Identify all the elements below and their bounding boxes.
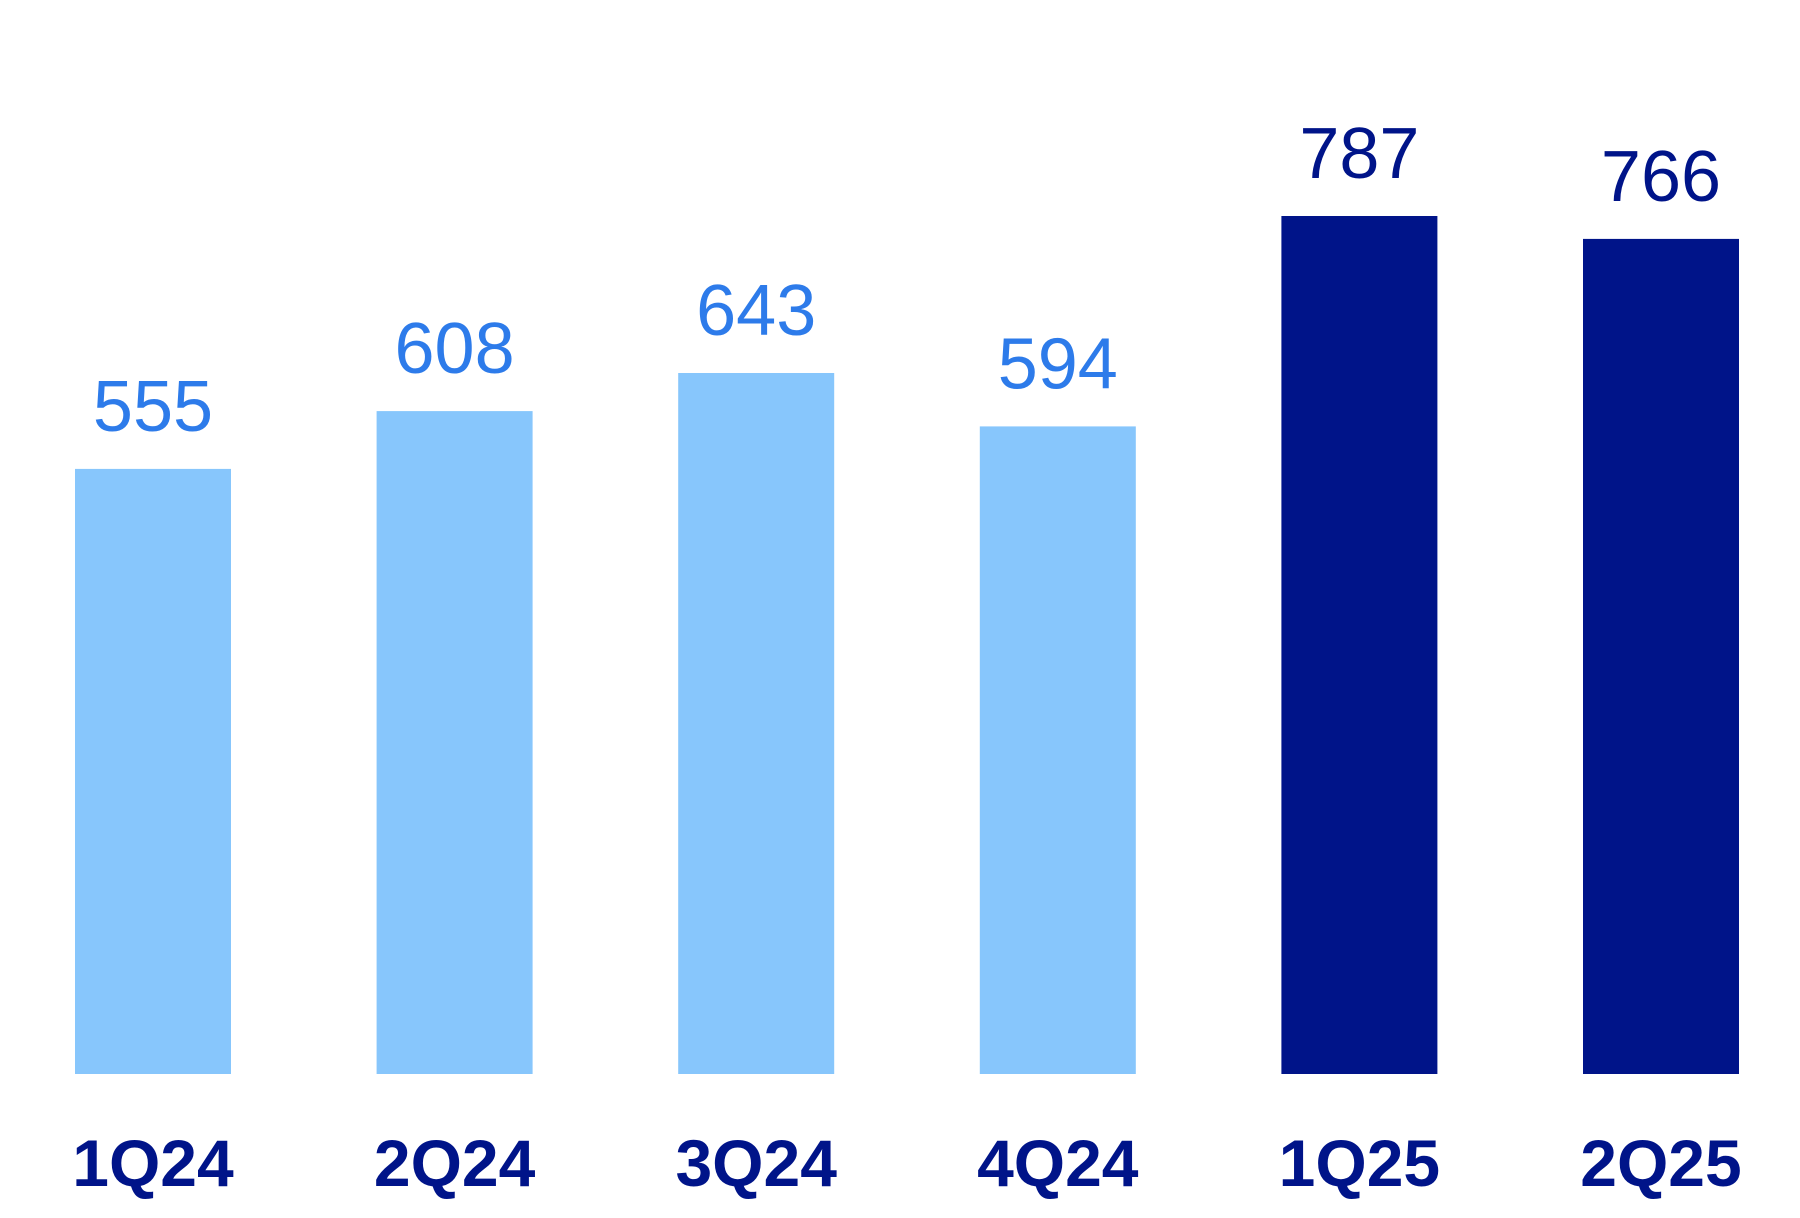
category-label-3q24: 3Q24 bbox=[675, 1126, 837, 1200]
category-label-4q24: 4Q24 bbox=[977, 1126, 1139, 1200]
category-labels-group: 1Q24 2Q24 3Q24 4Q24 1Q25 2Q25 bbox=[72, 1126, 1741, 1200]
value-label-1q25: 787 bbox=[1299, 114, 1419, 194]
bar-3q24 bbox=[678, 373, 835, 1074]
category-label-2q25: 2Q25 bbox=[1580, 1126, 1741, 1200]
bars-group bbox=[75, 216, 1739, 1075]
bar-1q25 bbox=[1281, 216, 1438, 1074]
value-label-1q24: 555 bbox=[93, 367, 213, 447]
bar-2q24 bbox=[376, 411, 533, 1075]
category-label-2q24: 2Q24 bbox=[374, 1126, 536, 1200]
category-label-1q25: 1Q25 bbox=[1279, 1126, 1440, 1200]
value-label-3q24: 643 bbox=[696, 271, 816, 351]
value-label-2q25: 766 bbox=[1601, 137, 1721, 217]
value-label-4q24: 594 bbox=[998, 324, 1118, 404]
value-labels-group: 555 608 643 594 787 766 bbox=[93, 114, 1721, 447]
category-label-1q24: 1Q24 bbox=[72, 1126, 234, 1200]
bar-2q25 bbox=[1583, 238, 1739, 1074]
value-label-2q24: 608 bbox=[395, 309, 515, 389]
bar-4q24 bbox=[979, 426, 1136, 1074]
bar-1q24 bbox=[75, 468, 231, 1074]
